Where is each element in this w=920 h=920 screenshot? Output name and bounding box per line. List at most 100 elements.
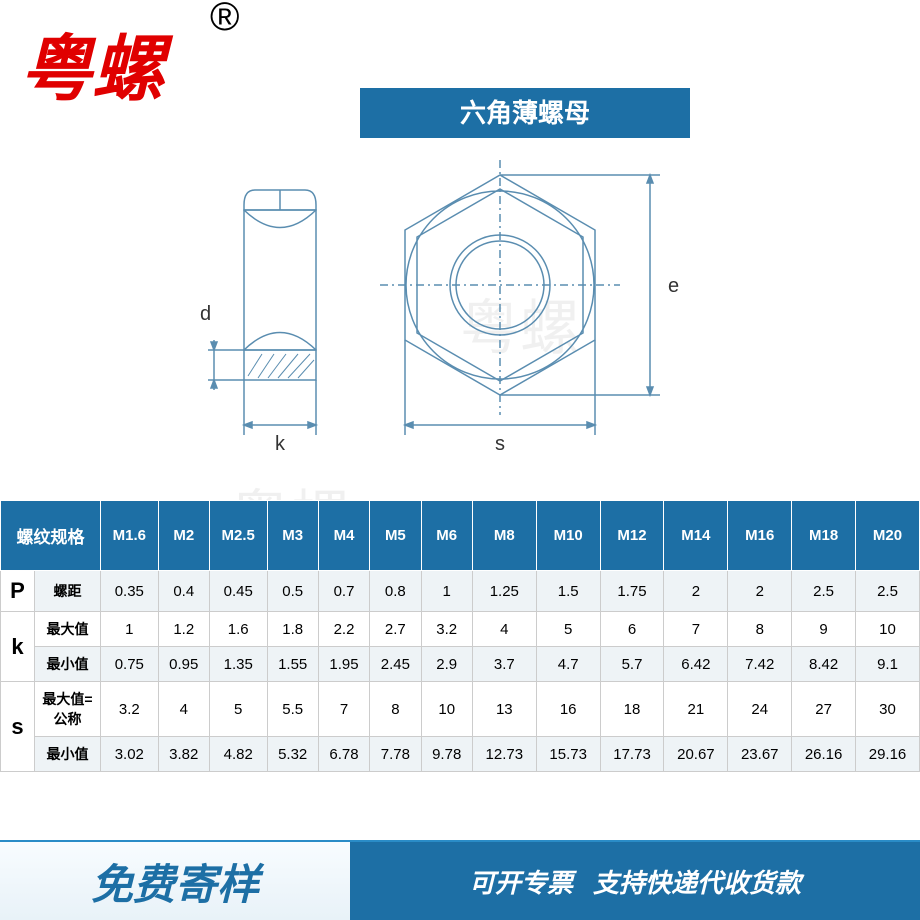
footer-banner: 免费寄样 可开专票 支持快递代收货款 <box>0 840 920 920</box>
col-header: M4 <box>318 501 369 571</box>
cell: 7 <box>318 682 369 737</box>
cell: 2.45 <box>370 647 421 682</box>
label-k: k <box>275 433 286 455</box>
cell: 18 <box>600 682 664 737</box>
cell: 1 <box>421 571 472 612</box>
row-label: 螺距 <box>35 571 101 612</box>
col-header: M3 <box>267 501 318 571</box>
title-bar: 六角薄螺母 <box>360 88 690 138</box>
cell: 3.2 <box>421 612 472 647</box>
col-header: M2.5 <box>209 501 267 571</box>
cell: 10 <box>856 612 920 647</box>
cell: 5.5 <box>267 682 318 737</box>
footer-right: 可开专票 支持快递代收货款 <box>350 842 920 920</box>
brand-text: 粤螺 <box>20 30 164 110</box>
cell: 2 <box>664 571 728 612</box>
cell: 0.4 <box>158 571 209 612</box>
cell: 0.8 <box>370 571 421 612</box>
cell: 8 <box>728 612 792 647</box>
cell: 27 <box>792 682 856 737</box>
row-label: 最大值 <box>35 612 101 647</box>
cell: 0.7 <box>318 571 369 612</box>
technical-diagram: d k s e <box>200 150 720 470</box>
cell: 3.2 <box>101 682 159 737</box>
cell: 2.7 <box>370 612 421 647</box>
cell: 16 <box>536 682 600 737</box>
cell: 2.5 <box>856 571 920 612</box>
cell: 8 <box>370 682 421 737</box>
cell: 12.73 <box>472 737 536 772</box>
cell: 24 <box>728 682 792 737</box>
cell: 1.35 <box>209 647 267 682</box>
cell: 4 <box>158 682 209 737</box>
spec-label: 螺纹规格 <box>1 501 101 571</box>
cell: 0.75 <box>101 647 159 682</box>
group-label: P <box>1 571 35 612</box>
cell: 7.78 <box>370 737 421 772</box>
table-row: k最大值11.21.61.82.22.73.245678910 <box>1 612 920 647</box>
cell: 5 <box>209 682 267 737</box>
spec-table: 螺纹规格 M1.6M2M2.5M3M4M5M6M8M10M12M14M16M18… <box>0 500 920 772</box>
cell: 29.16 <box>856 737 920 772</box>
cell: 6.42 <box>664 647 728 682</box>
cell: 1 <box>101 612 159 647</box>
group-label: k <box>1 612 35 682</box>
cell: 4.82 <box>209 737 267 772</box>
col-header: M5 <box>370 501 421 571</box>
cell: 9.1 <box>856 647 920 682</box>
footer-right-2: 支持快递代收货款 <box>593 863 801 900</box>
table-row: 最小值0.750.951.351.551.952.452.93.74.75.76… <box>1 647 920 682</box>
cell: 2 <box>728 571 792 612</box>
cell: 17.73 <box>600 737 664 772</box>
cell: 4 <box>472 612 536 647</box>
cell: 3.02 <box>101 737 159 772</box>
cell: 0.5 <box>267 571 318 612</box>
cell: 21 <box>664 682 728 737</box>
cell: 2.9 <box>421 647 472 682</box>
col-header: M1.6 <box>101 501 159 571</box>
table-row: s最大值=公称3.2455.5781013161821242730 <box>1 682 920 737</box>
cell: 0.35 <box>101 571 159 612</box>
cell: 7.42 <box>728 647 792 682</box>
cell: 0.45 <box>209 571 267 612</box>
cell: 30 <box>856 682 920 737</box>
col-header: M12 <box>600 501 664 571</box>
group-label: s <box>1 682 35 772</box>
table-row: 最小值3.023.824.825.326.787.789.7812.7315.7… <box>1 737 920 772</box>
cell: 7 <box>664 612 728 647</box>
table-header-row: 螺纹规格 M1.6M2M2.5M3M4M5M6M8M10M12M14M16M18… <box>1 501 920 571</box>
footer-right-1: 可开专票 <box>469 863 573 900</box>
cell: 5.7 <box>600 647 664 682</box>
cell: 1.75 <box>600 571 664 612</box>
table-row: P螺距0.350.40.450.50.70.811.251.51.75222.5… <box>1 571 920 612</box>
cell: 6 <box>600 612 664 647</box>
footer-left: 免费寄样 <box>0 842 350 920</box>
label-e: e <box>668 275 679 297</box>
col-header: M6 <box>421 501 472 571</box>
cell: 8.42 <box>792 647 856 682</box>
cell: 1.8 <box>267 612 318 647</box>
cell: 5 <box>536 612 600 647</box>
cell: 13 <box>472 682 536 737</box>
brand-logo: 粤螺 <box>20 10 164 115</box>
cell: 1.6 <box>209 612 267 647</box>
col-header: M18 <box>792 501 856 571</box>
cell: 15.73 <box>536 737 600 772</box>
cell: 2.2 <box>318 612 369 647</box>
col-header: M10 <box>536 501 600 571</box>
registered-mark: ® <box>210 0 239 40</box>
cell: 1.5 <box>536 571 600 612</box>
cell: 26.16 <box>792 737 856 772</box>
col-header: M16 <box>728 501 792 571</box>
row-label: 最小值 <box>35 647 101 682</box>
label-s: s <box>495 433 505 455</box>
cell: 0.95 <box>158 647 209 682</box>
cell: 3.82 <box>158 737 209 772</box>
cell: 1.25 <box>472 571 536 612</box>
col-header: M14 <box>664 501 728 571</box>
cell: 10 <box>421 682 472 737</box>
col-header: M8 <box>472 501 536 571</box>
cell: 5.32 <box>267 737 318 772</box>
cell: 3.7 <box>472 647 536 682</box>
cell: 6.78 <box>318 737 369 772</box>
